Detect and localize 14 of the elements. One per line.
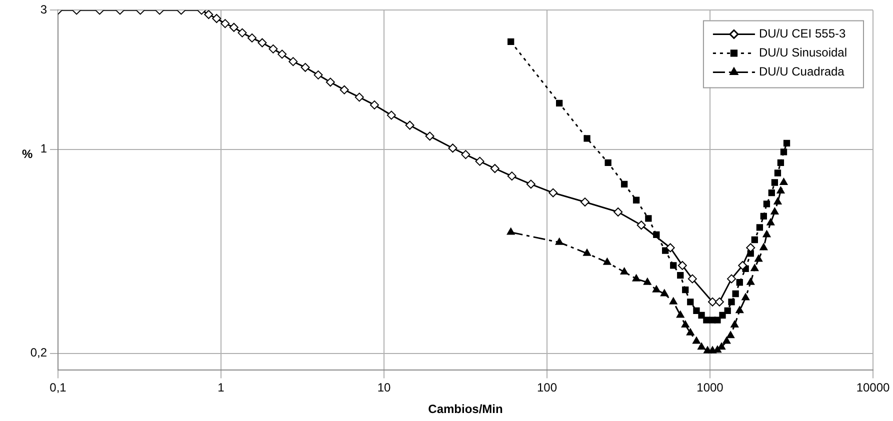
legend-label: DU/U CEI 555-3 bbox=[758, 26, 846, 41]
legend-label: DU/U Cuadrada bbox=[758, 64, 845, 79]
x-tick-label: 1 bbox=[218, 380, 225, 395]
legend-label: DU/U Sinusoidal bbox=[758, 46, 848, 60]
y-tick-label: 3 bbox=[40, 2, 48, 17]
y-tick-label: 0,2 bbox=[30, 346, 48, 360]
x-tick-label: 10 bbox=[377, 380, 391, 395]
x-axis-title: Cambios/Min bbox=[428, 402, 503, 416]
x-tick-label: 10000 bbox=[856, 380, 890, 395]
x-tick-label: 1000 bbox=[696, 380, 724, 395]
y-tick-label: 1 bbox=[40, 142, 48, 156]
x-tick-label: 0,1 bbox=[50, 380, 67, 395]
x-tick-label: 100 bbox=[536, 380, 558, 395]
y-axis-title: % bbox=[22, 147, 33, 161]
